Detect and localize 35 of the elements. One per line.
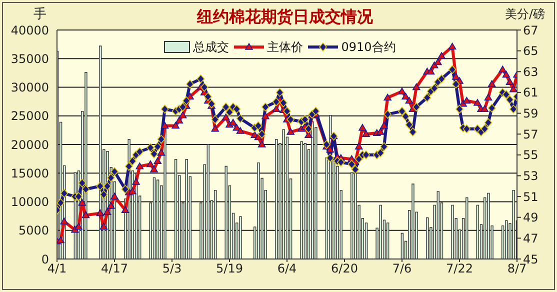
x-tick-label: 6/4 (277, 262, 297, 276)
y2-tick-label: 51 (523, 190, 538, 204)
x-tick-label: 5/3 (162, 262, 182, 276)
y-tick-label: 0 (41, 252, 49, 266)
y2-tick-label: 59 (523, 106, 538, 121)
y-tick-label: 30000 (10, 80, 49, 95)
x-tick-label: 4/17 (101, 262, 128, 276)
y2-tick-label: 61 (523, 86, 538, 100)
y2-tick-label: 65 (523, 44, 538, 58)
legend-label: 主体价 (267, 40, 304, 54)
y-tick-label: 15000 (10, 166, 49, 180)
y2-tick-label: 55 (523, 148, 538, 162)
chart-title: 纽约棉花期货日成交情况 (196, 7, 374, 26)
x-tick-label: 6/20 (331, 262, 358, 276)
y2-tick-label: 47 (523, 231, 538, 246)
x-tick-label: 8/7 (507, 262, 527, 276)
y2-tick-label: 49 (523, 210, 538, 225)
x-tick-label: 5/19 (216, 262, 243, 276)
y-tick-label: 25000 (10, 109, 49, 124)
y-tick-label: 40000 (10, 23, 49, 38)
y2-axis-title: 美分/磅 (504, 7, 546, 21)
y2-tick-label: 53 (523, 168, 538, 183)
y-tick-label: 5000 (18, 224, 49, 238)
y2-tick-label: 57 (523, 127, 538, 142)
legend-label: 总成交 (193, 40, 230, 54)
y-tick-label: 10000 (10, 195, 49, 210)
x-tick-label: 7/22 (446, 262, 473, 276)
y2-tick-label: 67 (523, 23, 538, 38)
legend-label: 0910合约 (341, 40, 396, 54)
y-tick-label: 35000 (10, 52, 49, 66)
y-tick-label: 20000 (10, 138, 49, 152)
x-tick-label: 4/1 (47, 262, 67, 276)
y2-tick-label: 63 (523, 64, 538, 79)
x-tick-label: 7/6 (392, 262, 412, 276)
y-axis-title: 手 (34, 7, 46, 22)
